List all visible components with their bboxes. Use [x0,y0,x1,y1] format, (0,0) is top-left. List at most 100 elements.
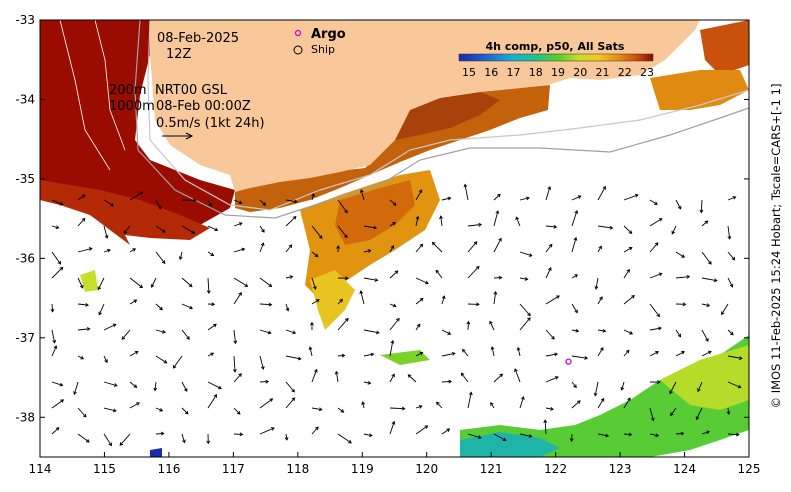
orange-plume-core [335,180,415,245]
current-arrowhead [376,330,380,335]
current-arrowhead [238,373,242,377]
australia-coast [150,20,700,192]
current-arrowhead [418,405,423,409]
current-arrowhead [527,312,531,317]
current-arrowhead [424,425,429,429]
colorbar-tick-label: 23 [640,66,654,79]
current-arrow [545,295,560,305]
current-arrowhead [448,379,453,384]
current-arrowhead [658,326,662,331]
colorbar-tick-label: 15 [462,66,476,79]
current-arrowhead [705,338,709,342]
current-arrowhead [344,234,348,239]
current-arrow [671,225,677,234]
current-arrowhead [241,247,246,252]
current-arrow [181,407,189,415]
current-arrow [155,251,166,264]
current-arrowhead [119,442,124,446]
current-arrow [311,277,316,290]
current-arrow [233,373,242,383]
current-arrowhead [550,406,554,411]
current-arrow [597,225,613,229]
current-arrow [207,251,214,256]
current-arrow [670,407,677,416]
current-arrow [490,402,495,409]
current-arrow [514,368,521,383]
current-arrow [233,248,245,253]
current-arrow [649,199,658,205]
ship-legend-label: Ship [311,43,335,56]
current-arrowhead [704,220,709,225]
current-arrow [571,381,577,388]
current-arrow [259,225,265,233]
current-arrow [155,199,162,210]
current-arrow [571,329,579,332]
current-arrowhead [284,436,289,441]
current-arrow [545,407,554,410]
current-arrowhead [361,401,366,406]
current-arrow [103,407,117,412]
current-arrow [98,303,105,315]
current-arrowhead [681,254,686,258]
current-arrowhead [577,195,582,199]
current-arrow [285,355,301,360]
current-arrowhead [548,267,552,271]
current-arrowhead [153,387,158,392]
current-arrow [493,210,499,227]
current-arrow [77,407,87,418]
current-arrow [727,407,730,415]
current-arrow [73,381,79,395]
current-arrow [675,276,690,279]
current-arrowhead [441,295,446,300]
current-arrowhead [392,303,397,308]
current-arrowhead [436,401,440,406]
current-arrow [181,433,186,443]
current-arrow [285,303,289,311]
current-arrowhead [732,195,737,200]
argo-legend-label: Argo [311,27,346,42]
current-arrowhead [80,355,85,360]
land-mass [150,20,700,192]
current-arrow [464,184,469,201]
current-arrowhead [285,307,290,312]
current-arrowhead [367,249,372,253]
current-arrowhead [238,200,243,205]
current-arrowhead [391,420,396,425]
current-arrow [51,267,63,279]
current-arrow [462,349,469,357]
current-arrow [97,277,105,290]
current-arrowhead [55,225,60,230]
current-arrowhead [59,382,64,387]
current-arrowhead [424,280,429,285]
isobath-contours [59,20,749,219]
current-arrow [697,381,703,392]
current-arrow [337,199,348,213]
current-arrow [649,327,662,331]
current-arrowhead [238,222,243,226]
current-arrow [675,199,682,210]
current-arrow [311,193,315,201]
current-arrow [337,407,344,413]
isobath-200m [147,20,749,211]
current-arrowhead [261,229,265,233]
current-arrow [151,277,157,288]
current-arrow [415,277,429,284]
current-arrowhead [186,336,190,340]
current-arrow [259,277,272,287]
current-arrowhead [708,261,712,265]
current-arrow [119,433,131,446]
current-arrowhead [113,383,118,387]
current-arrowhead [82,413,87,418]
lon-tick-label: 117 [222,462,245,476]
current-arrowhead [584,356,589,360]
current-arrowhead [626,268,630,273]
current-arrowhead [401,406,406,411]
current-arrowhead [289,275,294,279]
current-arrowhead [86,327,91,331]
current-arrow [597,398,605,409]
argo-float-layer [565,358,572,365]
current-arrow [259,398,273,409]
current-arrowhead [374,278,379,282]
current-arrow [259,199,266,206]
current-arrow [519,303,531,316]
